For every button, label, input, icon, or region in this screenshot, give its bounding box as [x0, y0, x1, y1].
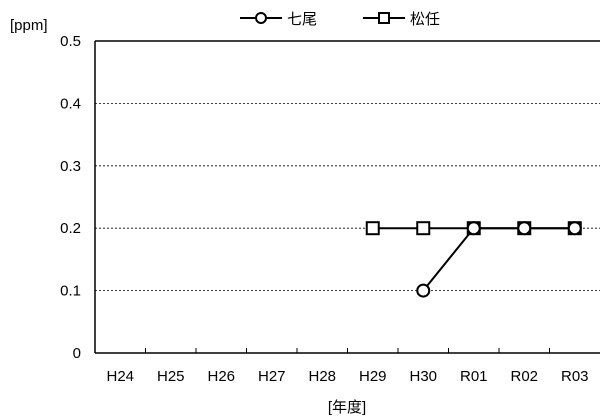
data-point-matto: [365, 221, 380, 236]
data-point-nanao: [517, 221, 532, 236]
x-tick-label: H28: [308, 368, 336, 385]
data-point-nanao: [567, 221, 582, 236]
x-tick-label: H25: [157, 368, 185, 385]
y-tick-label: 0: [73, 345, 81, 362]
data-point-nanao: [466, 221, 481, 236]
x-tick-label: R01: [460, 368, 488, 385]
legend-circle-marker-icon: [255, 12, 267, 24]
legend-item-nanao: 七尾: [240, 11, 317, 28]
x-tick-label: H26: [207, 368, 235, 385]
data-point-matto: [416, 221, 431, 236]
axes: [94, 40, 600, 354]
y-axis-label: [ppm]: [10, 17, 48, 34]
x-axis-label: [年度]: [328, 399, 366, 416]
y-tick-label: 0.1: [60, 283, 81, 300]
legend: 七尾 松任: [240, 11, 440, 28]
y-tick-label: 0.5: [60, 33, 81, 50]
x-tick-label: H30: [409, 368, 437, 385]
legend-label-matto: 松任: [410, 11, 440, 28]
x-axis-ticks: H24 H25 H26 H27 H28 H29 H30 R01 R02 R03: [106, 368, 588, 385]
x-tick-label: R02: [510, 368, 538, 385]
x-tick-label: H24: [106, 368, 134, 385]
legend-item-matto: 松任: [363, 11, 440, 28]
series-line-nanao: [422, 227, 575, 292]
legend-label-nanao: 七尾: [287, 11, 317, 28]
data-point-nanao: [416, 283, 431, 298]
y-tick-label: 0.2: [60, 220, 81, 237]
y-tick-label: 0.4: [60, 95, 81, 112]
series-layer: [365, 221, 582, 298]
y-axis-ticks: 0 0.1 0.2 0.3 0.4 0.5: [60, 33, 81, 362]
y-tick-label: 0.3: [60, 158, 81, 175]
x-tick-label: H29: [359, 368, 387, 385]
legend-square-marker-icon: [378, 12, 390, 24]
x-tick-label: H27: [258, 368, 286, 385]
x-tick-label: R03: [561, 368, 589, 385]
grid-lines: [95, 103, 600, 292]
